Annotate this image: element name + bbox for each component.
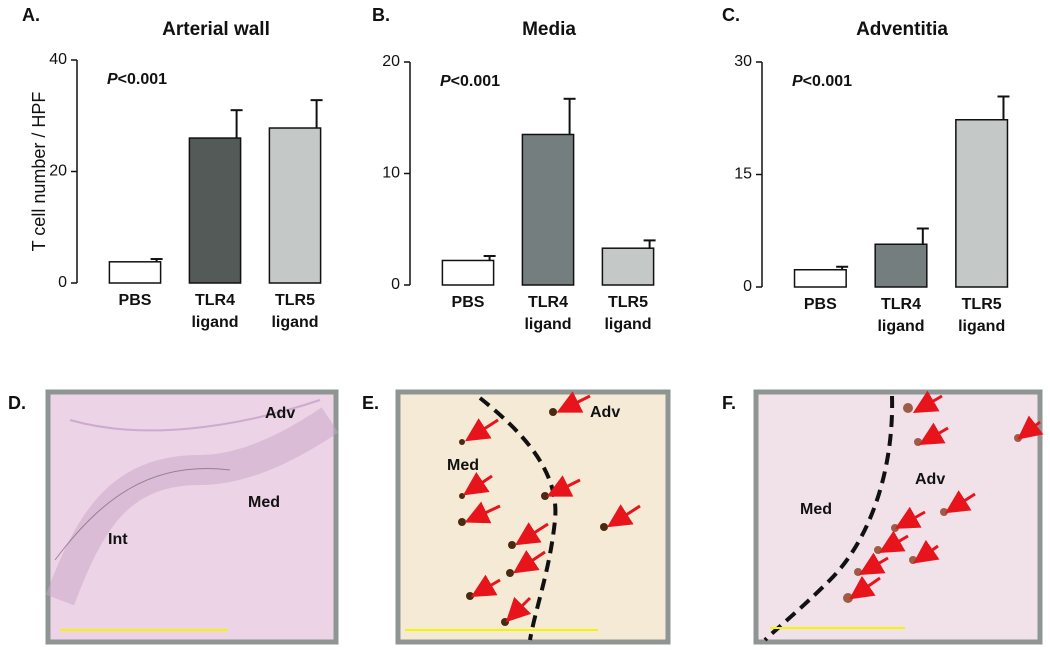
- bar: [188, 137, 242, 284]
- y-axis-label: T cell number / HPF: [29, 92, 49, 252]
- x-tick-label: ligand: [604, 316, 651, 333]
- annotation-p: P: [792, 73, 803, 90]
- bar: [601, 247, 655, 286]
- panel-label: B.: [372, 5, 390, 25]
- annotation: P<0.001: [792, 73, 852, 90]
- x-tick-label: TLR4: [881, 296, 921, 313]
- y-tick-label: 0: [391, 276, 400, 293]
- x-tick-label: TLR5: [608, 294, 648, 311]
- chart-title: Arterial wall: [162, 19, 270, 40]
- bar: [108, 261, 162, 284]
- y-tick-label: 10: [382, 165, 400, 182]
- annotation-p: P: [440, 73, 451, 90]
- x-tick-label: TLR5: [275, 292, 315, 309]
- annotation-p: P: [107, 71, 118, 88]
- x-tick-label: PBS: [452, 294, 485, 311]
- region-label: Med: [447, 457, 479, 474]
- bar: [874, 243, 928, 288]
- panel-label: F.: [722, 393, 736, 413]
- x-tick-label: ligand: [958, 318, 1005, 335]
- x-tick-label: PBS: [119, 292, 152, 309]
- x-tick-label: TLR5: [962, 296, 1002, 313]
- annotation-text: <0.001: [803, 73, 852, 90]
- bar: [955, 119, 1009, 288]
- panel-label: E.: [362, 393, 379, 413]
- chart-title: Adventitia: [856, 19, 948, 40]
- y-tick-label: 20: [49, 163, 67, 180]
- y-tick-label: 0: [743, 278, 752, 295]
- annotation: P<0.001: [440, 73, 500, 90]
- panel-label: A.: [22, 5, 40, 25]
- micrograph-e: [395, 389, 671, 645]
- y-tick-label: 40: [49, 51, 67, 68]
- region-label: Adv: [590, 404, 620, 421]
- micrograph-f: [753, 389, 1043, 645]
- region-label: Adv: [915, 471, 945, 488]
- panel-label: C.: [722, 5, 740, 25]
- bar: [793, 269, 847, 288]
- bar: [441, 259, 495, 286]
- region-label: Int: [108, 531, 128, 548]
- region-label: Med: [800, 501, 832, 518]
- x-tick-label: TLR4: [528, 294, 568, 311]
- region-label: Med: [248, 494, 280, 511]
- panel-label: D.: [8, 393, 26, 413]
- bar: [268, 127, 322, 284]
- x-tick-label: ligand: [271, 314, 318, 331]
- annotation: P<0.001: [107, 71, 167, 88]
- x-tick-label: ligand: [524, 316, 571, 333]
- y-tick-label: 15: [734, 166, 752, 183]
- x-tick-label: PBS: [804, 296, 837, 313]
- chart-title: Media: [522, 19, 576, 40]
- x-tick-label: ligand: [877, 318, 924, 335]
- annotation-text: <0.001: [118, 71, 167, 88]
- y-tick-label: 20: [382, 53, 400, 70]
- annotation-text: <0.001: [451, 73, 500, 90]
- y-tick-label: 0: [58, 274, 67, 291]
- bar: [521, 133, 575, 286]
- x-tick-label: TLR4: [195, 292, 235, 309]
- region-label: Adv: [265, 405, 295, 422]
- x-tick-label: ligand: [191, 314, 238, 331]
- y-tick-label: 30: [734, 53, 752, 70]
